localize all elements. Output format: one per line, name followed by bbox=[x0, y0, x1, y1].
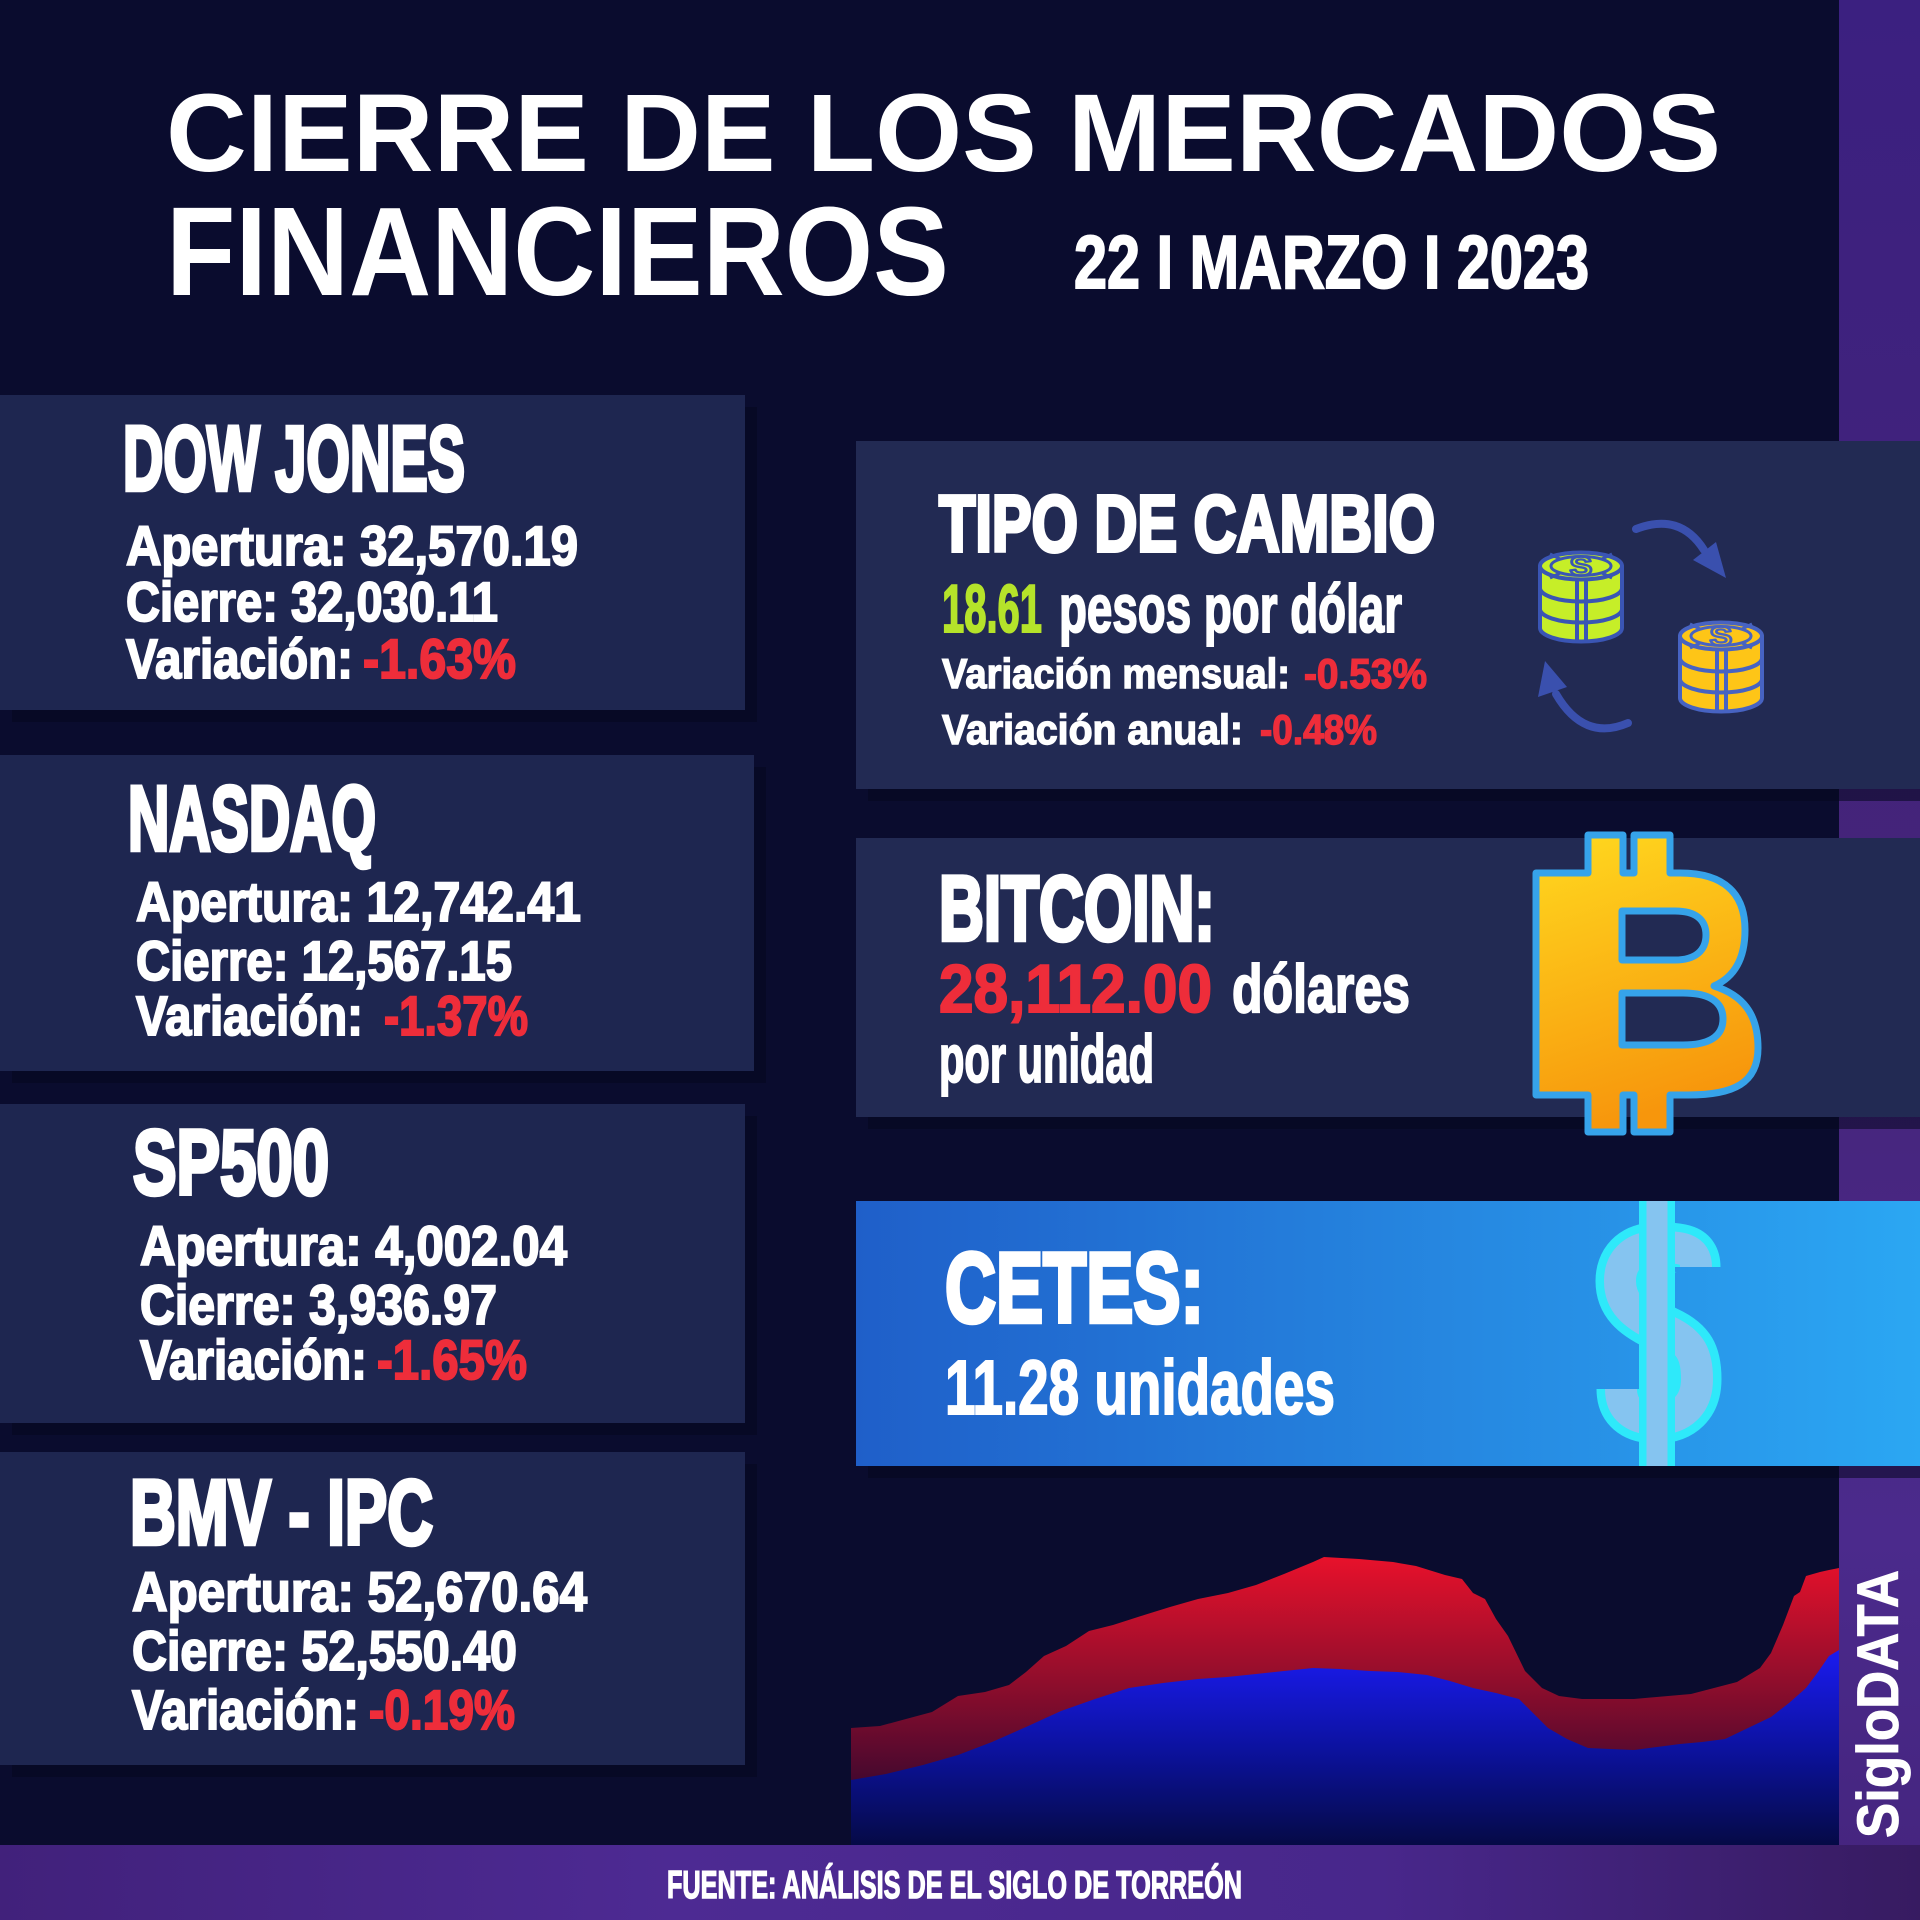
svg-text:-0.19%: -0.19% bbox=[369, 1678, 515, 1741]
svg-text:28,112.00: 28,112.00 bbox=[939, 951, 1212, 1027]
svg-text:Cierre: 32,030.11: Cierre: 32,030.11 bbox=[126, 570, 498, 633]
svg-text:SP500: SP500 bbox=[133, 1112, 329, 1214]
svg-text:BMV - IPC: BMV - IPC bbox=[130, 1462, 433, 1564]
svg-text:FUENTE: ANÁLISIS DE EL SIGLO D: FUENTE: ANÁLISIS DE EL SIGLO DE TORREÓN bbox=[667, 1863, 1242, 1907]
svg-text:-0.53%: -0.53% bbox=[1304, 650, 1427, 697]
svg-text:por unidad: por unidad bbox=[939, 1021, 1154, 1097]
svg-text:Cierre: 3,936.97: Cierre: 3,936.97 bbox=[140, 1273, 497, 1336]
svg-text:Variación mensual:: Variación mensual: bbox=[942, 650, 1290, 697]
svg-text:Apertura: 52,670.64: Apertura: 52,670.64 bbox=[132, 1560, 587, 1623]
svg-text:-1.63%: -1.63% bbox=[363, 627, 516, 690]
svg-text:pesos por dólar: pesos por dólar bbox=[1059, 571, 1402, 647]
svg-text:Cierre: 52,550.40: Cierre: 52,550.40 bbox=[132, 1619, 517, 1682]
svg-text:dólares: dólares bbox=[1232, 951, 1410, 1027]
svg-text:CETES:: CETES: bbox=[945, 1232, 1204, 1343]
svg-text:SigloDATA: SigloDATA bbox=[1846, 1570, 1911, 1838]
svg-text:S: S bbox=[1570, 553, 1593, 581]
svg-text:Apertura: 4,002.04: Apertura: 4,002.04 bbox=[140, 1214, 567, 1277]
svg-text:FINANCIEROS: FINANCIEROS bbox=[166, 181, 949, 322]
svg-text:Variación:: Variación: bbox=[132, 1678, 359, 1741]
svg-text:-1.65%: -1.65% bbox=[377, 1328, 527, 1391]
svg-text:-1.37%: -1.37% bbox=[384, 984, 528, 1047]
svg-text:Apertura: 12,742.41: Apertura: 12,742.41 bbox=[136, 870, 581, 933]
svg-text:Variación anual:: Variación anual: bbox=[942, 706, 1243, 753]
svg-text:TIPO DE CAMBIO: TIPO DE CAMBIO bbox=[939, 479, 1435, 568]
svg-text:S: S bbox=[1710, 623, 1733, 651]
svg-text:11.28 unidades: 11.28 unidades bbox=[945, 1345, 1335, 1431]
svg-text:DOW JONES: DOW JONES bbox=[123, 408, 465, 510]
svg-text:Variación:: Variación: bbox=[136, 984, 363, 1047]
svg-text:Apertura: 32,570.19: Apertura: 32,570.19 bbox=[126, 514, 578, 577]
svg-text:NASDAQ: NASDAQ bbox=[128, 768, 376, 870]
svg-text:-0.48%: -0.48% bbox=[1260, 706, 1377, 753]
svg-text:CIERRE DE LOS MERCADOS: CIERRE DE LOS MERCADOS bbox=[166, 72, 1721, 195]
svg-text:Variación:: Variación: bbox=[126, 627, 353, 690]
svg-text:BITCOIN:: BITCOIN: bbox=[939, 858, 1215, 960]
svg-text:Variación:: Variación: bbox=[140, 1328, 367, 1391]
svg-text:22 I MARZO I 2023: 22 I MARZO I 2023 bbox=[1074, 220, 1589, 304]
svg-text:18.61: 18.61 bbox=[942, 571, 1042, 647]
svg-text:Cierre: 12,567.15: Cierre: 12,567.15 bbox=[136, 929, 512, 992]
